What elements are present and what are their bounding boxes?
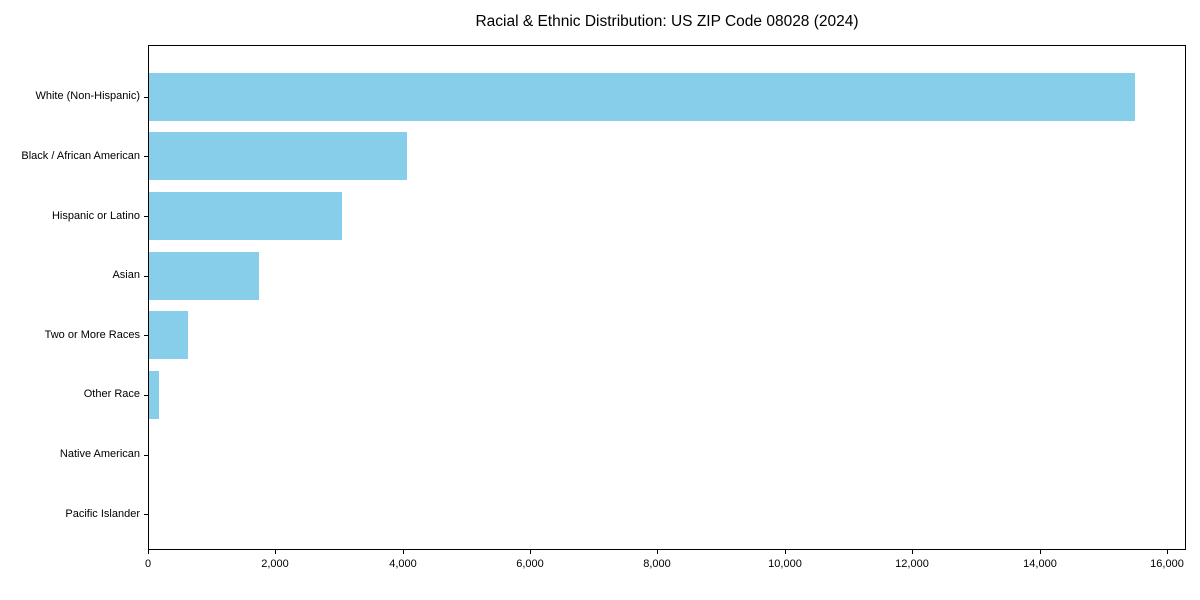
x-tick-mark <box>275 550 276 554</box>
x-tick-mark <box>1040 550 1041 554</box>
y-tick-mark <box>144 276 148 277</box>
y-tick-mark <box>144 335 148 336</box>
x-tick-label: 12,000 <box>895 558 929 570</box>
category-bar <box>149 370 159 419</box>
y-tick-mark <box>144 156 148 157</box>
category-bar <box>149 251 259 300</box>
y-axis-label: Other Race <box>83 388 140 400</box>
x-tick-mark <box>657 550 658 554</box>
x-tick-mark <box>1167 550 1168 554</box>
x-tick-label: 10,000 <box>768 558 802 570</box>
y-tick-mark <box>144 514 148 515</box>
x-tick-label: 0 <box>144 558 152 570</box>
y-axis-label: Asian <box>112 269 140 281</box>
x-tick-mark <box>785 550 786 554</box>
category-bar <box>149 192 342 241</box>
y-axis-label: Native American <box>59 448 140 460</box>
y-tick-mark <box>144 216 148 217</box>
category-bar <box>149 72 1136 121</box>
y-tick-mark <box>144 455 148 456</box>
x-tick-mark <box>148 550 149 554</box>
plot-area <box>148 45 1186 550</box>
x-tick-label: 14,000 <box>1023 558 1057 570</box>
x-tick-mark <box>912 550 913 554</box>
x-tick-mark <box>403 550 404 554</box>
category-bar <box>149 311 188 360</box>
x-tick-label: 2,000 <box>261 558 289 570</box>
x-tick-mark <box>530 550 531 554</box>
chart-title: Racial & Ethnic Distribution: US ZIP Cod… <box>475 13 859 30</box>
category-bar <box>149 132 408 181</box>
y-axis-label: Two or More Races <box>44 329 140 341</box>
y-tick-mark <box>144 97 148 98</box>
y-axis-label: Pacific Islander <box>65 508 140 520</box>
x-tick-label: 4,000 <box>389 558 417 570</box>
x-tick-label: 8,000 <box>643 558 671 570</box>
x-tick-label: 6,000 <box>516 558 544 570</box>
y-tick-mark <box>144 395 148 396</box>
y-axis-label: White (Non-Hispanic) <box>35 90 140 102</box>
x-tick-label: 16,000 <box>1150 558 1184 570</box>
y-axis-label: Black / African American <box>21 150 140 162</box>
y-axis-label: Hispanic or Latino <box>51 210 140 222</box>
